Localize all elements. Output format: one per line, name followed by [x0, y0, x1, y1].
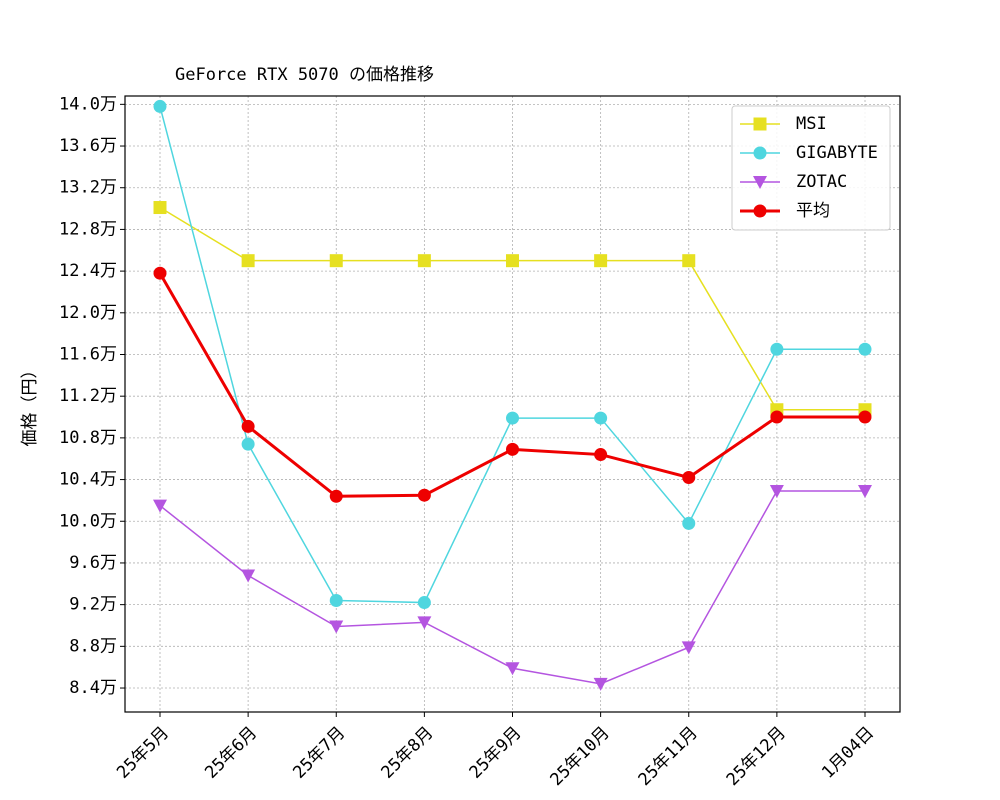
y-tick-label: 13.2万: [59, 178, 117, 198]
marker: [682, 470, 696, 484]
y-tick-label: 8.4万: [69, 678, 117, 698]
chart-title: GeForce RTX 5070 の価格推移: [175, 65, 434, 85]
legend-label: MSI: [796, 114, 827, 134]
legend-label: 平均: [796, 201, 830, 221]
marker: [770, 410, 784, 424]
legend-label: GIGABYTE: [796, 143, 878, 163]
marker: [594, 448, 608, 462]
y-tick-label: 12.0万: [59, 303, 117, 323]
legend-marker: [753, 146, 767, 160]
marker: [417, 616, 432, 630]
marker: [594, 254, 608, 268]
x-tick-label: 25年12月: [723, 723, 790, 790]
marker: [770, 342, 784, 356]
marker: [858, 485, 872, 499]
marker: [682, 516, 696, 530]
y-tick-label: 8.8万: [69, 636, 117, 656]
marker: [506, 442, 519, 456]
x-tick-label: 25年10月: [547, 723, 614, 790]
y-axis-label: 価格（円）: [20, 362, 40, 447]
marker: [329, 489, 343, 503]
marker: [329, 593, 343, 607]
marker: [241, 437, 255, 451]
marker: [506, 411, 519, 425]
x-tick-label: 25年6月: [201, 723, 261, 783]
marker: [241, 419, 255, 433]
y-tick-label: 13.6万: [59, 136, 117, 156]
x-tick-label: 25年5月: [113, 723, 173, 783]
marker: [593, 677, 608, 691]
y-tick-label: 9.2万: [69, 595, 117, 615]
marker: [153, 201, 167, 215]
marker: [329, 620, 344, 634]
plot-frame: [124, 95, 901, 713]
legend-marker: [753, 204, 767, 218]
y-tick-label: 11.2万: [59, 386, 117, 406]
y-tick-label: 9.6万: [69, 553, 117, 573]
marker: [241, 569, 256, 583]
legend: MSI GIGABYTE ZOTAC 平均: [731, 105, 891, 231]
y-tick-label: 14.0万: [59, 94, 117, 114]
marker: [769, 485, 784, 499]
marker: [329, 254, 343, 268]
y-tick-label: 11.6万: [59, 344, 117, 364]
y-tick-label: 12.8万: [59, 219, 117, 239]
marker: [858, 410, 872, 424]
marker: [417, 596, 431, 610]
marker: [594, 411, 608, 425]
y-tick-label: 10.0万: [59, 511, 117, 531]
legend-label: ZOTAC: [796, 172, 847, 192]
y-tick-label: 12.4万: [59, 261, 117, 281]
y-tick-label: 10.8万: [59, 428, 117, 448]
x-tick-label: 25年7月: [289, 723, 349, 783]
marker: [681, 641, 696, 655]
legend-marker: [753, 176, 767, 189]
marker: [241, 254, 255, 268]
marker: [682, 254, 696, 268]
marker: [153, 99, 167, 113]
marker: [417, 254, 431, 268]
marker: [506, 254, 519, 268]
legend-marker: [753, 117, 767, 131]
marker: [505, 662, 520, 676]
marker: [858, 342, 872, 356]
x-tick-label: 25年9月: [466, 723, 526, 783]
series-line: [159, 490, 865, 685]
y-tick-label: 10.4万: [59, 470, 117, 490]
x-tick-label: 25年8月: [378, 723, 438, 783]
marker: [417, 488, 431, 502]
legend-box: [731, 105, 891, 231]
x-tick-label: 25年11月: [635, 723, 702, 790]
x-tick-label: 1月04日: [818, 723, 878, 783]
marker: [153, 499, 167, 513]
marker: [153, 266, 167, 280]
